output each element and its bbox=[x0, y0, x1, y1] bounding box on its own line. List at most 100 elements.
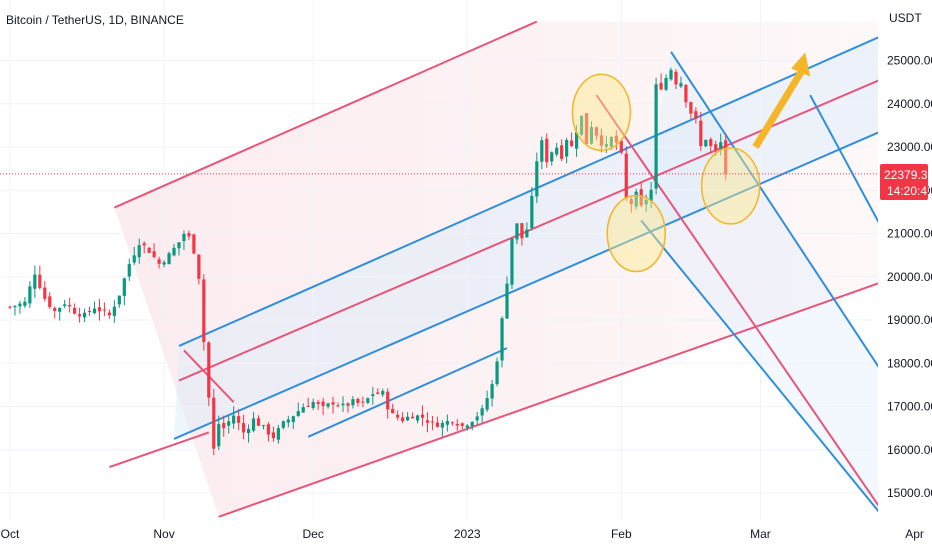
time-tick-label: Oct bbox=[1, 527, 20, 541]
candle-body bbox=[182, 233, 186, 242]
time-tick-label: Apr bbox=[905, 527, 924, 541]
candle-body bbox=[505, 283, 509, 319]
highlight-circle[interactable] bbox=[700, 147, 761, 225]
candle-body bbox=[530, 195, 534, 229]
candle-body bbox=[391, 408, 395, 414]
candle-body bbox=[162, 262, 166, 265]
candle-body bbox=[281, 421, 285, 428]
candle-body bbox=[624, 153, 628, 198]
candle-body bbox=[177, 242, 181, 249]
price-tick-label: 25000.00 bbox=[887, 54, 932, 68]
candle-body bbox=[560, 145, 564, 159]
pitchfork-up-outer-line bbox=[218, 280, 886, 518]
annotation-layer[interactable] bbox=[571, 52, 811, 273]
candle-body bbox=[371, 394, 375, 397]
candle-body bbox=[674, 71, 678, 85]
candle-body bbox=[102, 309, 107, 311]
candle-body bbox=[316, 401, 320, 404]
price-tick-label: 19000.00 bbox=[887, 313, 932, 327]
candle-body bbox=[276, 428, 280, 440]
candle-body bbox=[455, 423, 459, 426]
time-axis-labels: OctNovDec2023FebMarAprMay22 bbox=[1, 527, 924, 541]
candle-body bbox=[256, 418, 261, 426]
chart-title: Bitcoin / TetherUS, 1D, BINANCE bbox=[6, 13, 184, 27]
candle-body bbox=[574, 132, 579, 149]
channel-fill-up bbox=[174, 34, 885, 439]
pitchfork-down-inner-line bbox=[595, 94, 886, 516]
candle-body bbox=[445, 421, 449, 425]
candle-body bbox=[18, 303, 22, 307]
candle-body bbox=[520, 223, 524, 239]
price-tick-label: 15000.00 bbox=[887, 486, 932, 500]
candle-body bbox=[555, 147, 559, 155]
candle-body bbox=[381, 391, 385, 395]
candle-body bbox=[241, 423, 246, 433]
candle-body bbox=[68, 304, 72, 307]
candle-body bbox=[545, 138, 549, 163]
candle-body bbox=[584, 113, 589, 145]
candlestick-series bbox=[8, 67, 728, 456]
candle-body bbox=[192, 234, 196, 254]
candle-body bbox=[132, 255, 136, 263]
candle-body bbox=[565, 140, 569, 157]
candle-body bbox=[286, 419, 290, 423]
time-tick-label: Mar bbox=[750, 527, 771, 541]
candle-body bbox=[82, 312, 87, 318]
highlight-circle[interactable] bbox=[606, 194, 666, 273]
up-arrow-icon[interactable] bbox=[752, 66, 807, 149]
candle-body bbox=[609, 137, 613, 147]
currency-label: USDT bbox=[889, 11, 922, 25]
candle-body bbox=[510, 238, 514, 285]
last-price-value: 22379.35 bbox=[884, 168, 932, 182]
candle-body bbox=[117, 295, 121, 305]
candle-body bbox=[430, 421, 435, 423]
candle-body bbox=[669, 70, 673, 80]
candle-body bbox=[425, 420, 430, 423]
candle-body bbox=[475, 416, 479, 421]
candle-body bbox=[410, 416, 415, 419]
pitchfork-fill bbox=[114, 21, 885, 517]
price-axis[interactable] bbox=[878, 0, 932, 520]
candle-body bbox=[540, 140, 544, 162]
pitchfork-fill-layer bbox=[114, 21, 885, 519]
candle-body bbox=[127, 264, 131, 277]
candle-body bbox=[33, 274, 37, 289]
pitchfork-up-outer-line bbox=[109, 431, 210, 468]
candle-body bbox=[227, 421, 231, 426]
grid-lines bbox=[0, 0, 878, 520]
candle-body bbox=[406, 416, 410, 421]
candle-body bbox=[271, 432, 276, 439]
candle-body bbox=[420, 414, 425, 418]
candle-body bbox=[202, 279, 206, 343]
candle-body bbox=[525, 229, 529, 238]
price-tick-label: 16000.00 bbox=[887, 443, 932, 457]
candle-body bbox=[291, 416, 295, 423]
candle-body bbox=[23, 301, 27, 306]
candle-body bbox=[28, 286, 32, 304]
candle-body bbox=[396, 414, 400, 418]
candle-body bbox=[122, 278, 126, 296]
candle-body bbox=[306, 405, 310, 407]
candle-body bbox=[187, 233, 191, 237]
candle-body bbox=[480, 408, 484, 416]
highlight-circle[interactable] bbox=[571, 73, 632, 152]
candle-body bbox=[435, 422, 440, 427]
candle-body bbox=[604, 144, 608, 147]
candle-body bbox=[8, 306, 12, 308]
candle-body bbox=[699, 120, 703, 147]
time-tick-label: Dec bbox=[302, 527, 323, 541]
candle-body bbox=[619, 140, 623, 153]
candle-body bbox=[639, 189, 643, 206]
pitchfork-down-line bbox=[809, 94, 886, 234]
candle-body bbox=[87, 310, 92, 312]
time-axis[interactable] bbox=[0, 520, 932, 550]
candle-body bbox=[351, 399, 355, 406]
candle-body bbox=[48, 296, 52, 308]
candle-body bbox=[570, 140, 574, 147]
candle-body bbox=[550, 152, 554, 162]
candle-body bbox=[401, 417, 405, 422]
candle-body bbox=[535, 161, 539, 197]
pitchfork-up-line bbox=[173, 128, 886, 440]
candle-body bbox=[694, 111, 698, 119]
